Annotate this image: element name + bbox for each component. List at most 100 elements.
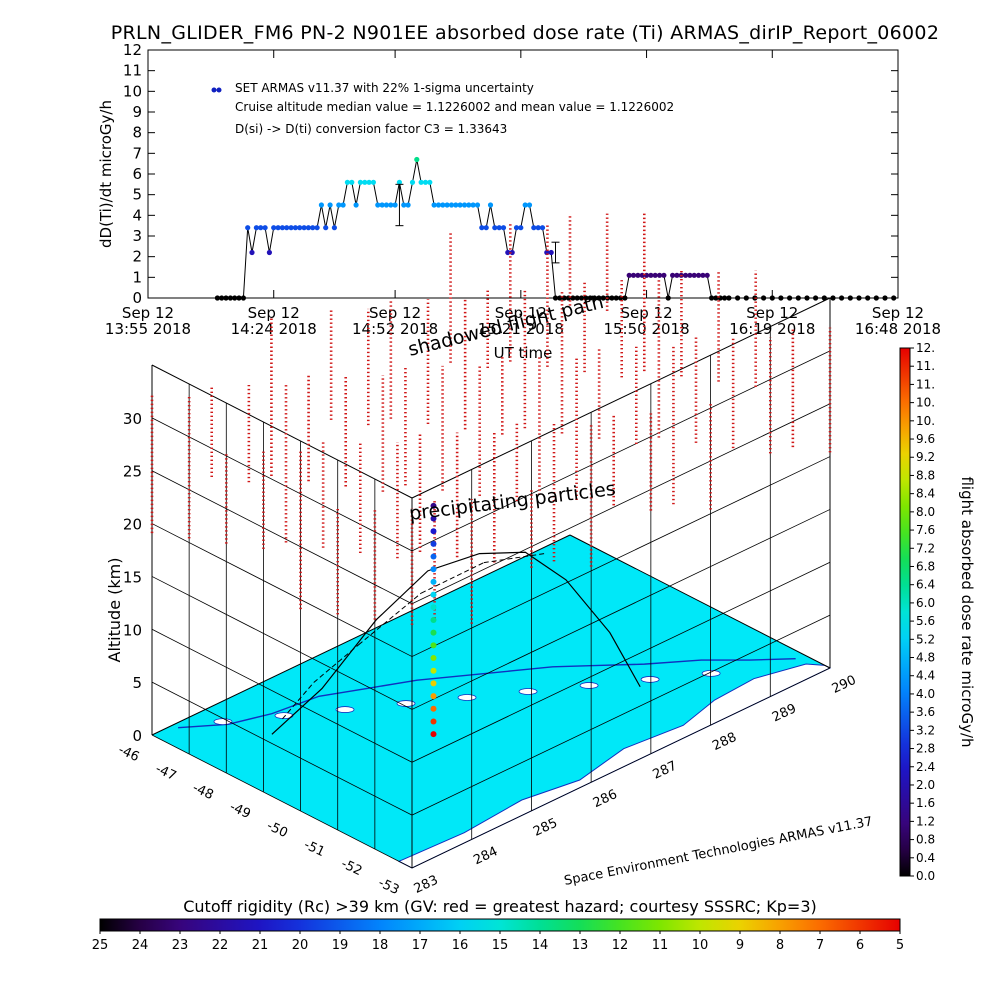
- latitude-tick-label: -52: [339, 857, 365, 880]
- data-point: [596, 295, 602, 301]
- x-tick-label: Sep 12: [872, 304, 924, 322]
- latitude-tick-label: -51: [302, 838, 328, 861]
- rigidity-colorbar-tick-label: 6: [856, 938, 864, 953]
- data-point: [691, 272, 697, 278]
- data-point: [292, 225, 298, 231]
- z-tick-label: 0: [132, 727, 142, 745]
- data-point: [448, 202, 455, 208]
- legend-text: SET ARMAS v11.37 with 22% 1-sigma uncert…: [235, 81, 534, 95]
- data-point: [539, 225, 546, 231]
- flight-track: [271, 551, 641, 735]
- data-point: [696, 272, 702, 278]
- rigidity-colorbar-tick-label: 11: [652, 938, 669, 953]
- y-tick-label: 3: [132, 227, 142, 245]
- dose-colorbar-tick-label: 10.: [916, 396, 935, 410]
- data-point: [318, 202, 324, 208]
- x-tick-label: 16:19 2018: [729, 320, 815, 338]
- ocean-floor: [152, 535, 830, 868]
- x-tick-label: 13:55 2018: [105, 320, 191, 338]
- data-point: [591, 295, 598, 301]
- data-point: [310, 225, 316, 231]
- longitude-tick-label: 287: [651, 758, 680, 782]
- x-tick-label: Sep 12: [746, 304, 798, 322]
- data-point: [839, 295, 845, 301]
- y-tick-label: 6: [132, 165, 142, 183]
- back-wall-gridline: [151, 681, 413, 816]
- data-point: [652, 272, 658, 278]
- longitude-tick-label: 290: [830, 673, 859, 697]
- data-point: [613, 295, 619, 301]
- data-point: [496, 225, 502, 231]
- coastline: [178, 658, 796, 729]
- data-point: [704, 272, 710, 278]
- y-tick-label: 12: [123, 41, 142, 59]
- dose-colorbar-tick-label: 0.8: [916, 833, 935, 847]
- island: [518, 688, 538, 695]
- dose-colorbar-tick-label: 3.6: [916, 705, 935, 719]
- dose-colorbar-tick-label: 4.0: [916, 687, 935, 701]
- dose-colorbar-tick-label: 7.6: [916, 523, 935, 537]
- rigidity-colorbar-tick-label: 25: [92, 938, 109, 953]
- dose-colorbar-tick-label: 8.0: [916, 505, 935, 519]
- data-point: [271, 225, 277, 231]
- back-wall-gridline: [151, 734, 413, 869]
- x-tick-label: 14:52 2018: [352, 320, 438, 338]
- z-tick-label: 15: [123, 568, 142, 586]
- dose-marker: [430, 566, 437, 573]
- side-wall-gridline: [411, 509, 831, 710]
- x-tick-label: Sep 12: [122, 304, 174, 322]
- dose-marker: [430, 642, 437, 649]
- data-point: [600, 295, 606, 301]
- data-point: [405, 202, 411, 208]
- island: [640, 676, 660, 683]
- data-point: [232, 295, 238, 301]
- data-point: [288, 225, 294, 231]
- x-tick-label: 15:50 2018: [603, 320, 689, 338]
- z-tick-label: 30: [123, 410, 142, 428]
- frame-edge: [411, 297, 831, 499]
- latitude-tick-label: -47: [153, 762, 179, 785]
- island: [579, 682, 599, 689]
- longitude-tick-label: 289: [770, 701, 799, 725]
- rigidity-colorbar-tick-label: 9: [736, 938, 744, 953]
- legend-text: D(si) -> D(ti) conversion factor C3 = 1.…: [235, 122, 507, 136]
- data-point: [279, 225, 285, 231]
- data-point: [609, 295, 615, 301]
- data-point: [470, 202, 476, 208]
- data-point: [327, 202, 333, 208]
- rigidity-colorbar-tick-label: 8: [776, 938, 784, 953]
- data-point: [709, 295, 715, 301]
- dose-marker: [430, 680, 437, 687]
- data-point: [474, 202, 481, 208]
- dose-marker: [430, 578, 437, 585]
- data-point: [630, 272, 637, 278]
- side-wall-gridline: [411, 667, 831, 869]
- data-point: [509, 249, 515, 256]
- data-point: [453, 202, 459, 208]
- dose-marker: [430, 616, 437, 623]
- x-tick-label: Sep 12: [495, 304, 547, 322]
- island: [335, 706, 355, 713]
- data-point: [882, 295, 888, 301]
- data-point: [236, 295, 242, 301]
- data-point: [388, 202, 394, 208]
- back-wall-gridline: [151, 470, 413, 605]
- data-point: [657, 272, 663, 278]
- data-point: [626, 272, 632, 278]
- data-point: [349, 179, 355, 185]
- dose-marker: [430, 731, 437, 738]
- side-wall-gridline: [411, 456, 831, 657]
- data-point: [262, 225, 268, 231]
- data-point: [266, 249, 272, 256]
- data-point: [891, 295, 897, 301]
- z-tick-label: 10: [123, 621, 142, 639]
- island: [701, 670, 721, 677]
- dose-marker: [430, 655, 437, 662]
- data-point: [526, 202, 533, 208]
- data-point: [396, 179, 402, 185]
- data-point: [513, 225, 520, 231]
- data-point: [500, 225, 507, 231]
- data-point: [362, 179, 368, 185]
- rigidity-colorbar-tick-label: 7: [816, 938, 824, 953]
